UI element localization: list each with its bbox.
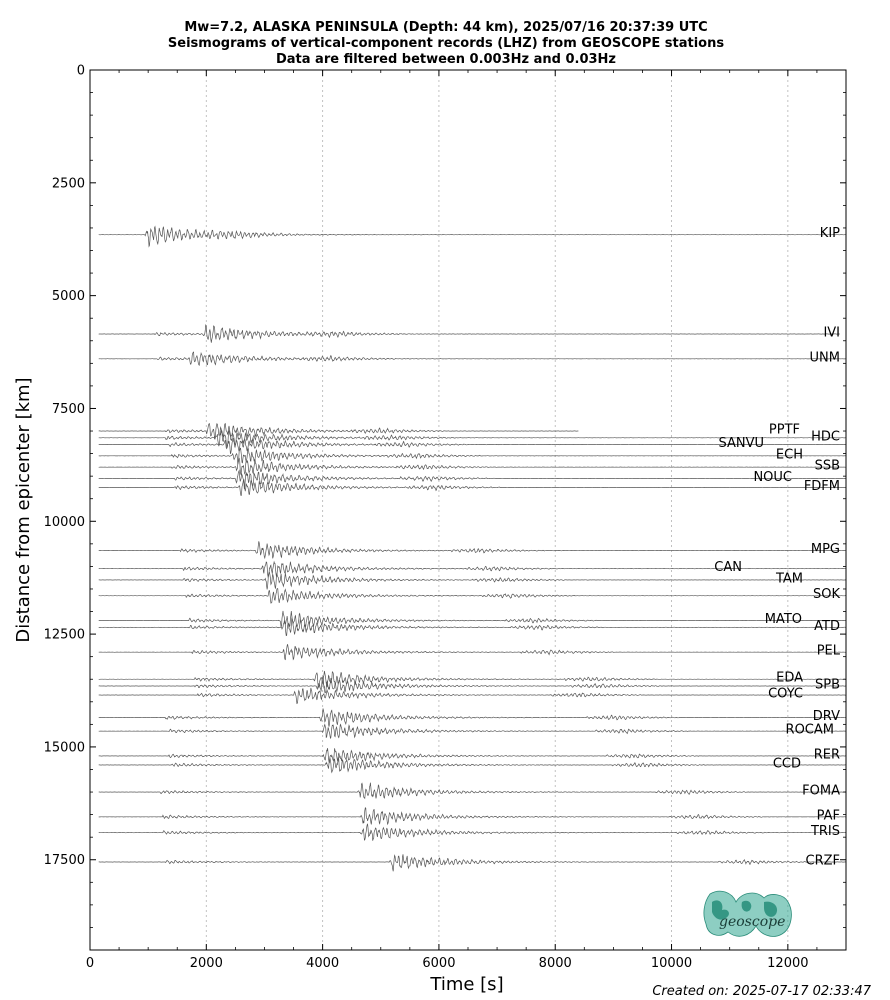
axis-ticks (89, 69, 846, 950)
station-label-eda: EDA (776, 671, 803, 686)
station-label-unm: UNM (810, 350, 840, 365)
seismogram-trace-ivi (98, 324, 840, 343)
seismogram-trace-ccd (98, 756, 846, 774)
seismogram-traces (98, 225, 846, 872)
station-label-ssb: SSB (815, 459, 840, 474)
station-label-ivi: IVI (823, 326, 840, 341)
station-label-crzf: CRZF (806, 854, 841, 869)
created-on-text: Created on: 2025-07-17 02:33:47 (652, 984, 871, 999)
seismogram-trace-spb (98, 675, 846, 694)
plot-frame (89, 69, 847, 951)
station-label-atd: ATD (814, 619, 840, 634)
y-tick-label: 15000 (44, 740, 85, 755)
station-label-rer: RER (814, 747, 840, 762)
station-label-kip: KIP (820, 226, 840, 241)
seismogram-trace-sok (98, 588, 846, 604)
seismogram-trace-pel (98, 644, 846, 661)
y-tick-label: 2500 (52, 176, 85, 191)
seismogram-trace-eda (98, 670, 846, 689)
y-tick-label: 7500 (52, 402, 85, 417)
station-label-nouc: NOUC (753, 470, 792, 485)
seismogram-trace-paf (98, 807, 846, 826)
seismogram-trace-mato (98, 610, 846, 629)
seismogram-trace-fdfm (98, 479, 846, 496)
x-tick-label: 0 (86, 956, 94, 971)
station-label-mpg: MPG (811, 542, 840, 557)
station-label-spb: SPB (815, 678, 840, 693)
y-tick-labels: 0 2500 5000 7500 10000 12500 15000 17500 (44, 64, 85, 869)
y-tick-label: 5000 (52, 289, 85, 304)
chart-title-line-1: Mw=7.2, ALASKA PENINSULA (Depth: 44 km),… (184, 20, 707, 35)
station-label-drv: DRV (813, 709, 840, 724)
station-label-foma: FOMA (802, 784, 840, 799)
station-label-hdc: HDC (811, 429, 840, 444)
station-label-fdfm: FDFM (804, 479, 840, 494)
station-label-coyc: COYC (768, 687, 803, 702)
x-tick-label: 8000 (539, 956, 572, 971)
geoscope-logo: geoscope (703, 890, 792, 937)
seismogram-trace-tam (98, 571, 846, 590)
seismogram-trace-ech (98, 447, 846, 465)
logo-continents (712, 900, 778, 920)
y-axis-label: Distance from epicenter [km] (13, 377, 34, 642)
x-axis-label: Time [s] (429, 974, 503, 995)
station-label-rocam: ROCAM (786, 723, 834, 738)
seismogram-trace-rocam (98, 723, 846, 740)
station-label-tam: TAM (775, 571, 803, 586)
station-label-pel: PEL (817, 644, 841, 659)
seismogram-trace-sanvu (98, 437, 846, 455)
seismogram-trace-pptf (98, 422, 579, 440)
chart-title-line-3: Data are filtered between 0.003Hz and 0.… (276, 52, 616, 67)
seismogram-trace-ssb (98, 457, 846, 476)
station-label-sanvu: SANVU (718, 436, 764, 451)
station-label-mato: MATO (765, 612, 802, 627)
seismogram-trace-can (98, 560, 846, 579)
chart-title-line-2: Seismograms of vertical-component record… (168, 36, 724, 51)
station-label-can: CAN (714, 560, 742, 575)
x-gridlines (205, 70, 789, 950)
logo-text: geoscope (719, 914, 785, 930)
seismogram-trace-drv (98, 708, 846, 727)
x-tick-label: 10000 (651, 956, 692, 971)
x-tick-label: 6000 (422, 956, 455, 971)
station-label-ech: ECH (776, 447, 803, 462)
seismogram-trace-coyc (98, 687, 846, 705)
station-labels: KIP IVI UNM PPTF HDC SANVU ECH SSB NOUC FDFM MPG CA… (714, 226, 840, 868)
station-label-ccd: CCD (773, 756, 801, 771)
seismogram-trace-nouc (98, 469, 846, 489)
station-label-sok: SOK (813, 587, 840, 602)
seismogram-trace-atd (98, 617, 846, 637)
seismogram-trace-rer (98, 748, 846, 764)
station-label-tris: TRIS (810, 824, 840, 839)
x-tick-label: 12000 (767, 956, 808, 971)
seismogram-trace-hdc (98, 429, 846, 448)
x-tick-label: 2000 (190, 956, 223, 971)
y-tick-label: 17500 (44, 853, 85, 868)
chart-title: Mw=7.2, ALASKA PENINSULA (Depth: 44 km),… (168, 20, 724, 67)
station-label-paf: PAF (817, 808, 840, 823)
seismogram-trace-foma (98, 782, 846, 800)
y-tick-label: 0 (77, 64, 85, 79)
seismogram-trace-tris (98, 823, 846, 841)
station-label-pptf: PPTF (769, 423, 800, 438)
seismogram-trace-unm (98, 351, 846, 367)
y-tick-label: 12500 (44, 628, 85, 643)
seismogram-trace-kip (98, 225, 846, 248)
seismogram-trace-mpg (98, 541, 846, 560)
seismogram-trace-crzf (98, 854, 846, 872)
x-tick-labels: 0 2000 4000 6000 8000 10000 12000 (86, 956, 809, 971)
y-tick-label: 10000 (44, 515, 85, 530)
x-tick-label: 4000 (306, 956, 339, 971)
